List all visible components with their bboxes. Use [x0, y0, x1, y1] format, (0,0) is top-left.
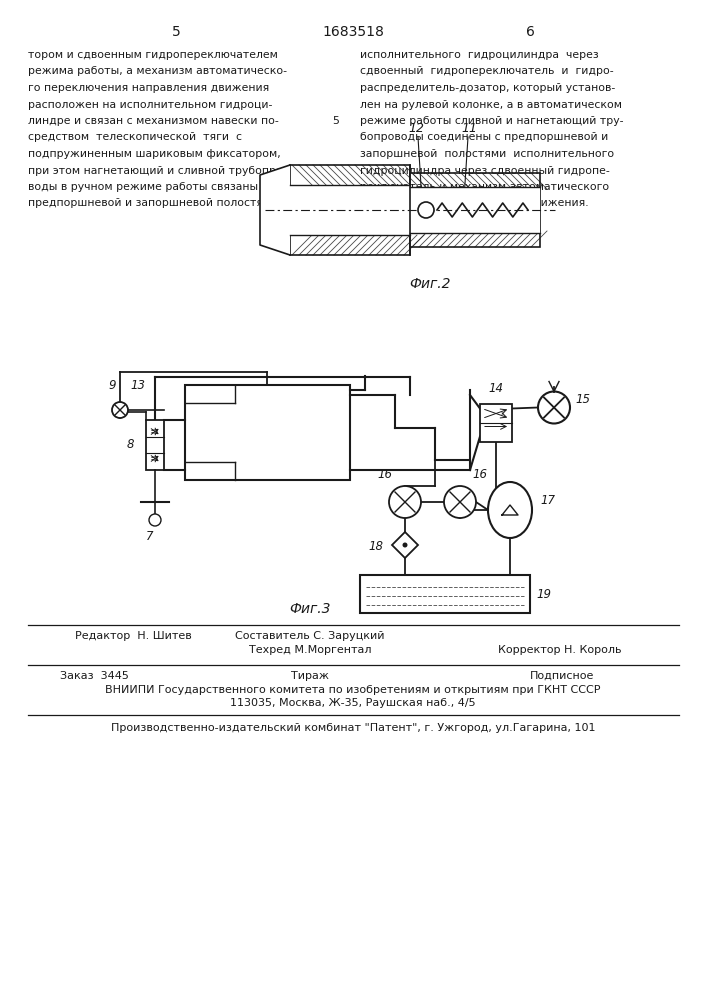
Text: 13: 13 [130, 379, 145, 392]
Ellipse shape [488, 482, 532, 538]
Text: 19: 19 [536, 587, 551, 600]
Bar [290, 185, 410, 235]
Text: Фиг.3: Фиг.3 [289, 602, 331, 616]
Text: 10: 10 [329, 198, 343, 209]
Text: расположен на исполнительном гидроци-: расположен на исполнительном гидроци- [28, 100, 272, 109]
Text: переключения направления движения.: переключения направления движения. [360, 198, 589, 209]
Bar [360, 575, 530, 613]
Text: ВНИИПИ Государственного комитета по изобретениям и открытиям при ГКНТ СССР: ВНИИПИ Государственного комитета по изоб… [105, 685, 601, 695]
Text: 15: 15 [575, 393, 590, 406]
Circle shape [418, 202, 434, 218]
Text: тором и сдвоенным гидропереключателем: тором и сдвоенным гидропереключателем [28, 50, 278, 60]
Text: Фиг.2: Фиг.2 [409, 277, 451, 291]
Text: Корректор Н. Король: Корректор Н. Король [498, 645, 621, 655]
Text: запоршневой  полостями  исполнительного: запоршневой полостями исполнительного [360, 149, 614, 159]
Text: Составитель С. Заруцкий: Составитель С. Заруцкий [235, 631, 385, 641]
Text: Заказ  3445: Заказ 3445 [60, 671, 129, 681]
Bar [410, 173, 540, 247]
Text: 7: 7 [146, 530, 153, 543]
Text: предпоршневой и запоршневой полостями: предпоршневой и запоршневой полостями [28, 198, 279, 209]
Text: режима работы, а механизм автоматическо-: режима работы, а механизм автоматическо- [28, 66, 287, 77]
Circle shape [112, 402, 128, 418]
Text: 18: 18 [368, 540, 383, 554]
Text: Редактор  Н. Шитев: Редактор Н. Шитев [75, 631, 192, 641]
Text: подпружиненным шариковым фиксатором,: подпружиненным шариковым фиксатором, [28, 149, 281, 159]
Text: реключатель и механизм автоматического: реключатель и механизм автоматического [360, 182, 609, 192]
Text: Техред М.Моргентал: Техред М.Моргентал [249, 645, 371, 655]
Text: 8: 8 [127, 438, 134, 452]
Text: 5: 5 [332, 116, 339, 126]
Text: Подписное: Подписное [530, 671, 595, 681]
Circle shape [444, 486, 476, 518]
Text: распределитель-дозатор, который установ-: распределитель-дозатор, который установ- [360, 83, 615, 93]
Polygon shape [260, 165, 290, 255]
Text: гидроцилиндра через сдвоенный гидропе-: гидроцилиндра через сдвоенный гидропе- [360, 165, 609, 176]
Text: 9: 9 [108, 379, 116, 392]
Bar [185, 385, 350, 480]
Bar [290, 165, 410, 255]
Text: 16: 16 [378, 468, 392, 481]
Text: 1683518: 1683518 [322, 25, 384, 39]
Text: 17: 17 [540, 493, 555, 506]
Text: 11: 11 [461, 122, 477, 135]
Text: сдвоенный  гидропереключатель  и  гидро-: сдвоенный гидропереключатель и гидро- [360, 66, 614, 77]
Text: режиме работы сливной и нагнетающий тру-: режиме работы сливной и нагнетающий тру- [360, 116, 624, 126]
Text: Тираж: Тираж [291, 671, 329, 681]
Text: 16: 16 [472, 468, 488, 481]
Text: средством  телескопической  тяги  с: средством телескопической тяги с [28, 132, 242, 142]
Circle shape [389, 486, 421, 518]
Text: при этом нагнетающий и сливной трубопро-: при этом нагнетающий и сливной трубопро- [28, 165, 286, 176]
Bar [146, 420, 164, 470]
Text: 5: 5 [172, 25, 180, 39]
Text: Производственно-издательский комбинат "Патент", г. Ужгород, ул.Гагарина, 101: Производственно-издательский комбинат "П… [111, 723, 595, 733]
Text: 12: 12 [408, 122, 424, 135]
Polygon shape [392, 532, 418, 558]
Circle shape [402, 542, 407, 548]
Text: линдре и связан с механизмом навески по-: линдре и связан с механизмом навески по- [28, 116, 279, 126]
Circle shape [538, 391, 570, 424]
Bar [410, 187, 540, 233]
Circle shape [149, 514, 161, 526]
Text: исполнительного  гидроцилиндра  через: исполнительного гидроцилиндра через [360, 50, 599, 60]
Text: бопроводы соединены с предпоршневой и: бопроводы соединены с предпоршневой и [360, 132, 608, 142]
Bar [480, 403, 512, 442]
Text: 6: 6 [525, 25, 534, 39]
Text: воды в ручном режиме работы связаны с: воды в ручном режиме работы связаны с [28, 182, 268, 192]
Text: 14: 14 [489, 382, 503, 395]
Text: лен на рулевой колонке, а в автоматическом: лен на рулевой колонке, а в автоматическ… [360, 100, 622, 109]
Text: го переключения направления движения: го переключения направления движения [28, 83, 269, 93]
Text: 113035, Москва, Ж-35, Раушская наб., 4/5: 113035, Москва, Ж-35, Раушская наб., 4/5 [230, 698, 476, 708]
